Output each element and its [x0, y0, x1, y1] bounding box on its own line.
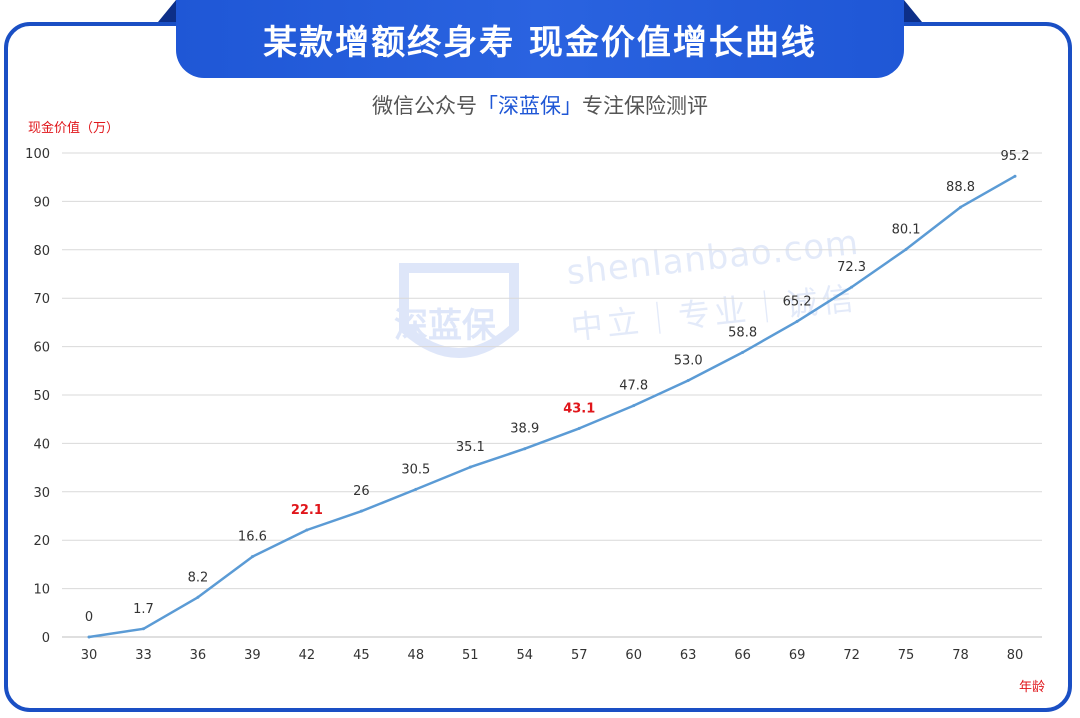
x-axis-label: 年龄: [1019, 680, 1046, 695]
data-point: [850, 285, 854, 289]
x-tick-label: 36: [190, 648, 207, 663]
data-point: [196, 595, 200, 599]
data-point: [523, 447, 527, 451]
data-point: [904, 247, 908, 251]
x-tick-label: 60: [625, 648, 642, 663]
data-label: 47.8: [619, 379, 648, 394]
data-label: 88.8: [946, 180, 975, 195]
x-tick-label: 72: [843, 648, 860, 663]
x-tick-label: 69: [789, 648, 806, 663]
data-label: 30.5: [401, 462, 430, 477]
series-line: [88, 175, 1016, 639]
data-label: 65.2: [783, 294, 812, 309]
watermark-brand-text: 深蓝保: [394, 306, 496, 346]
data-point: [577, 426, 581, 430]
data-point: [87, 635, 91, 639]
data-point: [686, 378, 690, 382]
y-tick-label: 30: [33, 486, 50, 501]
x-tick-label: 75: [898, 648, 915, 663]
data-point: [141, 627, 145, 631]
y-tick-label: 70: [33, 292, 50, 307]
data-label: 58.8: [728, 325, 757, 340]
data-label: 1.7: [133, 602, 154, 617]
chart-frame: [4, 22, 1072, 712]
data-label: 95.2: [1001, 149, 1030, 164]
y-tick-label: 100: [25, 147, 50, 162]
data-point: [795, 319, 799, 323]
data-label: 16.6: [238, 530, 267, 545]
data-point: [1013, 174, 1017, 178]
x-tick-label: 39: [244, 648, 261, 663]
data-label: 0: [85, 610, 93, 625]
subtitle-prefix: 微信公众号: [372, 94, 477, 118]
x-tick-label: 42: [299, 648, 316, 663]
subtitle-brand: 「深蓝保」: [477, 94, 582, 118]
x-tick-label: 45: [353, 648, 370, 663]
y-tick-label: 50: [33, 389, 50, 404]
data-label: 8.2: [188, 570, 209, 585]
x-tick-label: 66: [734, 648, 751, 663]
page-title: 某款增额终身寿 现金价值增长曲线: [263, 22, 817, 63]
data-point: [959, 205, 963, 209]
x-tick-label: 78: [952, 648, 969, 663]
title-banner: 某款增额终身寿 现金价值增长曲线: [176, 0, 904, 78]
y-tick-label: 20: [33, 534, 50, 549]
x-tick-label: 63: [680, 648, 697, 663]
x-tick-label: 80: [1007, 648, 1024, 663]
y-tick-label: 60: [33, 341, 50, 356]
data-label: 35.1: [456, 440, 485, 455]
data-label: 26: [353, 484, 370, 499]
data-point: [741, 350, 745, 354]
data-point: [250, 555, 254, 559]
data-point: [359, 509, 363, 513]
subtitle-suffix: 专注保险测评: [582, 94, 708, 118]
data-label-highlighted: 22.1: [291, 503, 323, 518]
x-tick-label: 30: [81, 648, 98, 663]
data-point: [305, 528, 309, 532]
x-tick-label: 48: [408, 648, 425, 663]
x-tick-label: 33: [135, 648, 152, 663]
shield-watermark-icon: 深蓝保: [384, 258, 534, 378]
data-label: 38.9: [510, 422, 539, 437]
x-tick-label: 57: [571, 648, 588, 663]
data-label: 72.3: [837, 260, 866, 275]
y-tick-label: 80: [33, 244, 50, 259]
x-tick-label: 54: [516, 648, 533, 663]
y-axis-label: 现金价值（万）: [28, 121, 120, 136]
y-tick-label: 40: [33, 437, 50, 452]
x-tick-label: 51: [462, 648, 479, 663]
y-tick-label: 90: [33, 195, 50, 210]
data-point: [468, 465, 472, 469]
data-label: 80.1: [892, 222, 921, 237]
subtitle: 微信公众号「深蓝保」专注保险测评: [0, 90, 1080, 120]
data-point: [414, 487, 418, 491]
data-label: 53.0: [674, 353, 703, 368]
data-label-highlighted: 43.1: [563, 401, 595, 416]
y-tick-label: 10: [33, 583, 50, 598]
data-point: [632, 404, 636, 408]
y-tick-label: 0: [42, 631, 50, 646]
